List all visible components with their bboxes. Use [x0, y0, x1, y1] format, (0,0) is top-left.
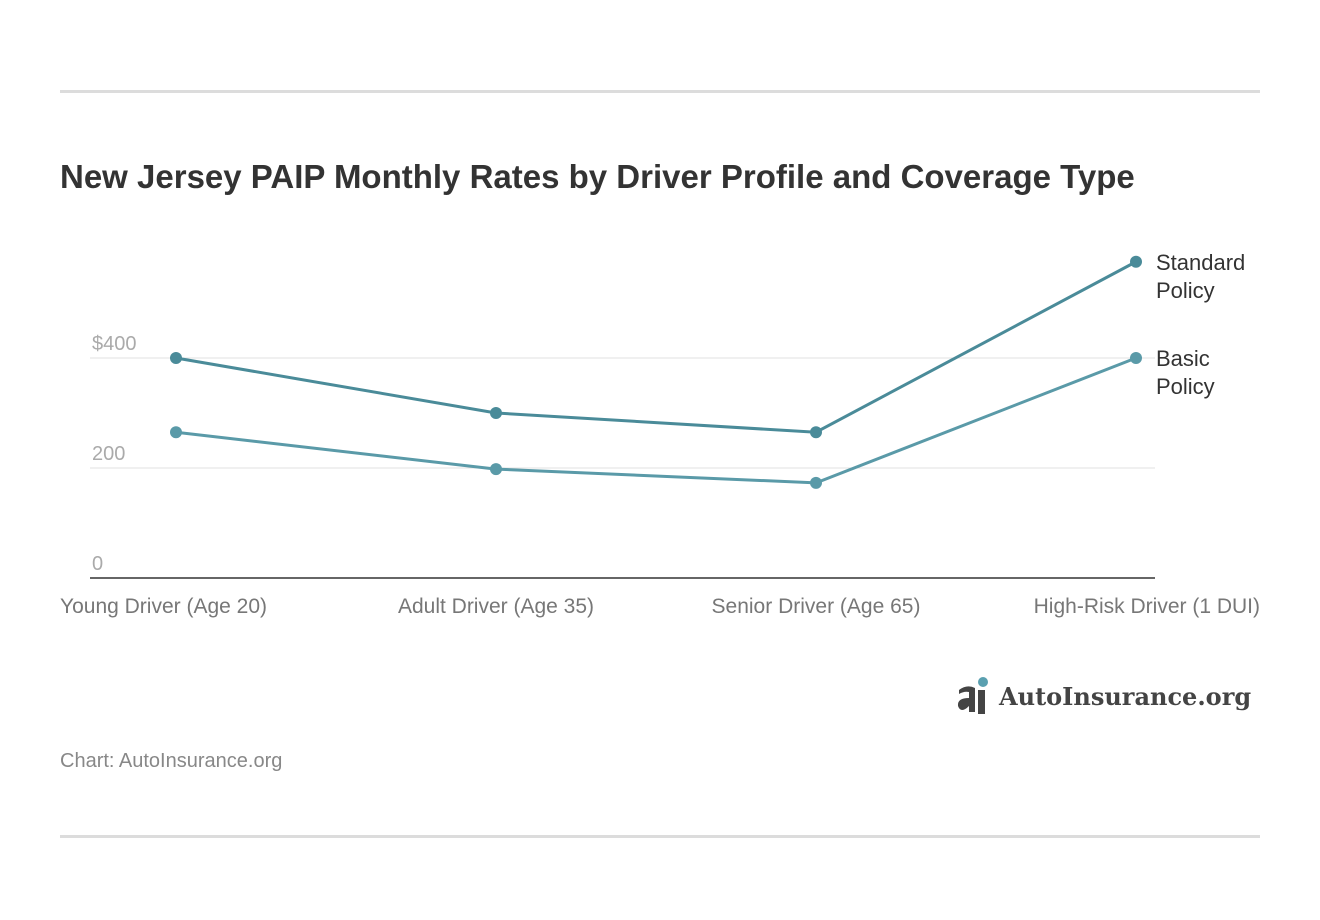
data-point: [810, 476, 822, 489]
x-tick-label: Senior Driver (Age 65): [712, 595, 921, 618]
y-tick-label: $400: [92, 333, 137, 355]
series-line-standard: [175, 260, 1137, 434]
data-point: [490, 407, 502, 419]
x-tick-label: Adult Driver (Age 35): [398, 595, 594, 618]
x-tick-label: High-Risk Driver (1 DUI): [1034, 595, 1260, 618]
data-point: [1130, 352, 1142, 364]
chart-title: New Jersey PAIP Monthly Rates by Driver …: [60, 158, 1135, 195]
logo: AutoInsurance.org: [955, 676, 1251, 716]
y-tick-label: 200: [92, 443, 125, 465]
data-point: [810, 426, 822, 439]
series-label: Policy: [1156, 278, 1215, 303]
series-label: Standard: [1156, 250, 1245, 275]
x-tick-label: Young Driver (Age 20): [60, 595, 267, 618]
top-rule: [60, 90, 1260, 93]
y-tick-label: 0: [92, 553, 103, 575]
data-point: [1130, 255, 1142, 268]
series-label: Basic: [1156, 346, 1210, 371]
logo-icon: [957, 677, 988, 714]
data-point: [490, 463, 502, 476]
data-point: [170, 426, 182, 439]
series-line-basic: [175, 356, 1137, 485]
data-point: [170, 352, 182, 364]
source-note: Chart: AutoInsurance.org: [60, 750, 283, 772]
bottom-rule: [60, 835, 1260, 838]
logo-text: AutoInsurance.org: [999, 681, 1252, 711]
series-label: Policy: [1156, 374, 1215, 399]
